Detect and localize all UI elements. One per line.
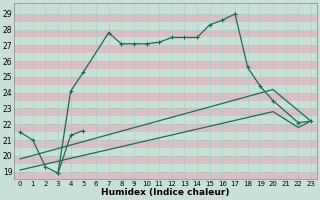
Bar	[14, 148, 317, 156]
Bar	[14, 116, 317, 124]
Bar	[14, 37, 317, 45]
Bar	[14, 69, 317, 85]
Bar	[14, 53, 317, 61]
Bar	[14, 164, 317, 172]
Bar	[14, 164, 317, 179]
Bar	[14, 132, 317, 140]
X-axis label: Humidex (Indice chaleur): Humidex (Indice chaleur)	[101, 188, 230, 197]
Bar	[14, 101, 317, 108]
Bar	[14, 22, 317, 37]
Bar	[14, 6, 317, 22]
Bar	[14, 6, 317, 14]
Bar	[14, 101, 317, 116]
Bar	[14, 69, 317, 77]
Bar	[14, 37, 317, 53]
Bar	[14, 22, 317, 30]
Bar	[14, 85, 317, 101]
Bar	[14, 148, 317, 164]
Bar	[14, 132, 317, 148]
Bar	[14, 53, 317, 69]
Bar	[14, 116, 317, 132]
Bar	[14, 85, 317, 93]
